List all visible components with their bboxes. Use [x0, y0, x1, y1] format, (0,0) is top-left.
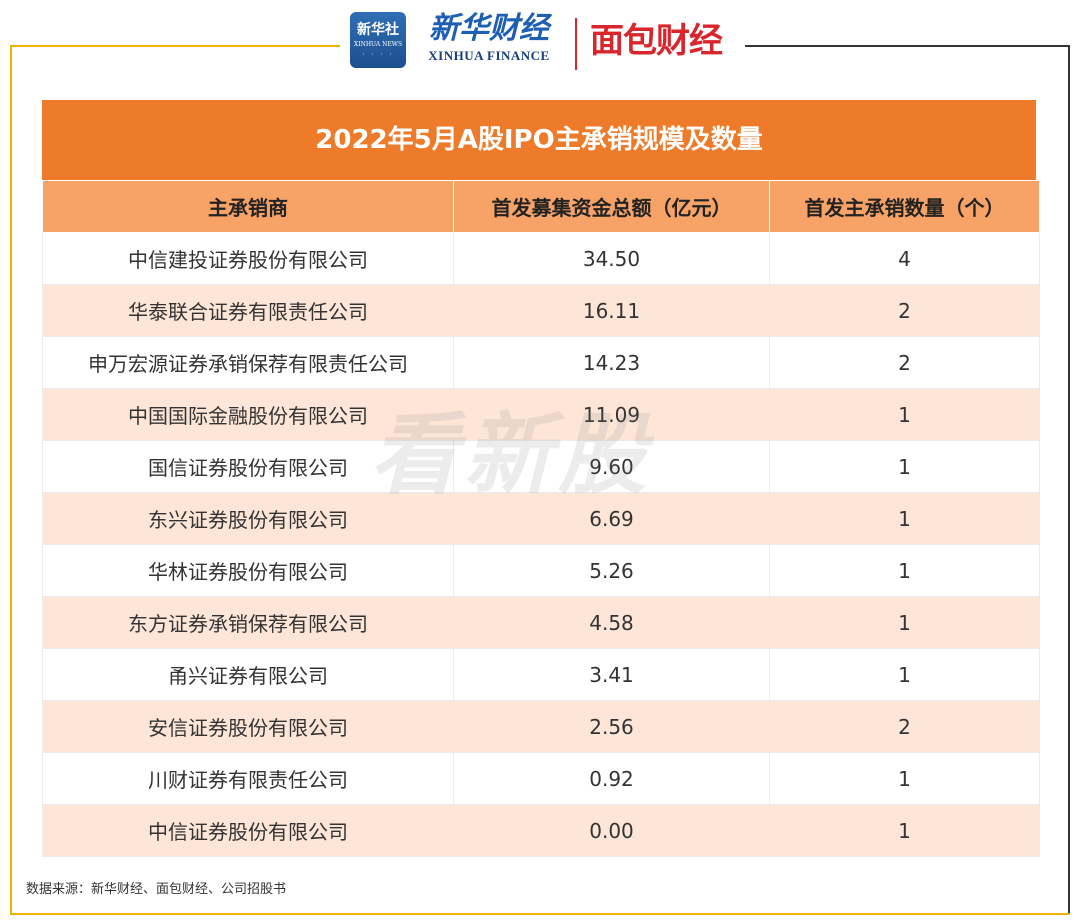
table-row: 甬兴证券有限公司 3.41 1 [42, 648, 1040, 701]
table-row: 华泰联合证券有限责任公司 16.11 2 [42, 284, 1040, 337]
cell-underwriter: 中信证券股份有限公司 [42, 804, 454, 857]
cell-amount: 4.58 [453, 596, 770, 649]
table-row: 东方证券承销保荐有限公司 4.58 1 [42, 596, 1040, 649]
xinhua-finance-logo: 新华财经 XINHUA FINANCE [414, 10, 564, 72]
cell-count: 1 [769, 388, 1040, 441]
table-row: 华林证券股份有限公司 5.26 1 [42, 544, 1040, 597]
brand-header: 新华社 XINHUA NEWS · · · · 新华财经 XINHUA FINA… [0, 0, 1080, 80]
header-row: 主承销商 首发募集资金总额（亿元） 首发主承销数量（个） [42, 180, 1040, 233]
network-dots-icon: · · · · [362, 50, 394, 59]
cell-count: 1 [769, 752, 1040, 805]
cell-amount: 6.69 [453, 492, 770, 545]
header-underwriter: 主承销商 [42, 180, 454, 233]
cell-count: 1 [769, 440, 1040, 493]
table-title: 2022年5月A股IPO主承销规模及数量 [42, 100, 1036, 180]
cell-amount: 14.23 [453, 336, 770, 389]
cell-count: 1 [769, 492, 1040, 545]
cell-underwriter: 华林证券股份有限公司 [42, 544, 454, 597]
xinhua-finance-cn: 新华财经 [429, 11, 549, 46]
cell-amount: 0.92 [453, 752, 770, 805]
table-row: 安信证券股份有限公司 2.56 2 [42, 700, 1040, 753]
cell-underwriter: 中信建投证券股份有限公司 [42, 232, 454, 285]
xinhua-news-logo: 新华社 XINHUA NEWS · · · · [350, 12, 406, 68]
cell-count: 1 [769, 804, 1040, 857]
ipo-underwriter-table: 2022年5月A股IPO主承销规模及数量 主承销商 首发募集资金总额（亿元） 首… [42, 100, 1040, 857]
cell-amount: 11.09 [453, 388, 770, 441]
brand-divider [575, 18, 577, 70]
cell-amount: 2.56 [453, 700, 770, 753]
cell-count: 1 [769, 544, 1040, 597]
cell-count: 1 [769, 596, 1040, 649]
cell-underwriter: 东兴证券股份有限公司 [42, 492, 454, 545]
frame-top-left-line [10, 45, 340, 47]
frame-right-border [1068, 45, 1070, 915]
data-table: 主承销商 首发募集资金总额（亿元） 首发主承销数量（个） 中信建投证券股份有限公… [42, 180, 1040, 857]
frame-left-border [10, 45, 12, 915]
cell-count: 2 [769, 284, 1040, 337]
cell-count: 2 [769, 336, 1040, 389]
table-row: 中国国际金融股份有限公司 11.09 1 [42, 388, 1040, 441]
cell-underwriter: 国信证券股份有限公司 [42, 440, 454, 493]
table-row: 川财证券有限责任公司 0.92 1 [42, 752, 1040, 805]
frame-top-right-line [745, 45, 1070, 47]
xinhua-logo-en: XINHUA NEWS [353, 41, 403, 48]
mianbao-finance-logo: 面包财经 [590, 21, 723, 61]
cell-count: 2 [769, 700, 1040, 753]
xinhua-logo-text: 新华社 [357, 22, 399, 38]
cell-amount: 9.60 [453, 440, 770, 493]
data-source-note: 数据来源：新华财经、面包财经、公司招股书 [26, 882, 287, 897]
table-row: 国信证券股份有限公司 9.60 1 [42, 440, 1040, 493]
cell-amount: 5.26 [453, 544, 770, 597]
frame-bottom-border [10, 913, 1070, 915]
cell-underwriter: 甬兴证券有限公司 [42, 648, 454, 701]
cell-underwriter: 安信证券股份有限公司 [42, 700, 454, 753]
header-amount: 首发募集资金总额（亿元） [453, 180, 770, 233]
cell-underwriter: 中国国际金融股份有限公司 [42, 388, 454, 441]
table-body: 中信建投证券股份有限公司 34.50 4 华泰联合证券有限责任公司 16.11 2 申万宏源… [42, 232, 1040, 857]
table-row: 申万宏源证券承销保荐有限责任公司 14.23 2 [42, 336, 1040, 389]
cell-underwriter: 东方证券承销保荐有限公司 [42, 596, 454, 649]
table-row: 东兴证券股份有限公司 6.69 1 [42, 492, 1040, 545]
table-row: 中信建投证券股份有限公司 34.50 4 [42, 232, 1040, 285]
cell-amount: 34.50 [453, 232, 770, 285]
cell-underwriter: 申万宏源证券承销保荐有限责任公司 [42, 336, 454, 389]
cell-amount: 16.11 [453, 284, 770, 337]
cell-count: 1 [769, 648, 1040, 701]
cell-amount: 0.00 [453, 804, 770, 857]
cell-amount: 3.41 [453, 648, 770, 701]
cell-count: 4 [769, 232, 1040, 285]
cell-underwriter: 川财证券有限责任公司 [42, 752, 454, 805]
header-count: 首发主承销数量（个） [769, 180, 1040, 233]
cell-underwriter: 华泰联合证券有限责任公司 [42, 284, 454, 337]
table-row: 中信证券股份有限公司 0.00 1 [42, 804, 1040, 857]
xinhua-finance-en: XINHUA FINANCE [428, 48, 550, 63]
